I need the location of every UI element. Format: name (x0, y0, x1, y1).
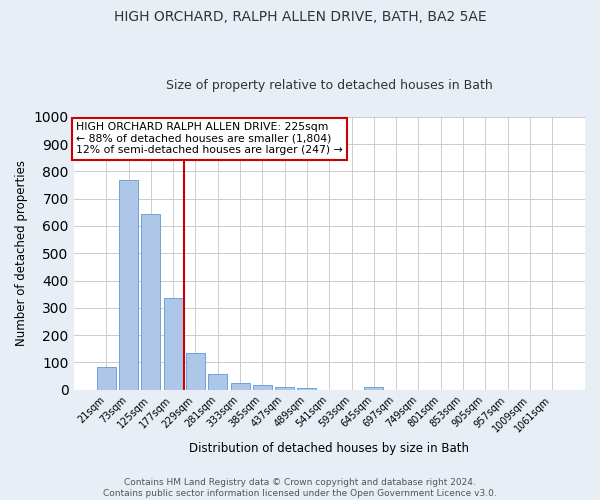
Bar (97, 367, 116, 390)
Bar (208, 374, 227, 390)
Y-axis label: Number of detached properties: Number of detached properties (15, 160, 28, 346)
Text: Contains HM Land Registry data © Crown copyright and database right 2024.
Contai: Contains HM Land Registry data © Crown c… (103, 478, 497, 498)
Bar (230, 383, 250, 390)
Bar (164, 298, 182, 390)
Text: HIGH ORCHARD, RALPH ALLEN DRIVE, BATH, BA2 5AE: HIGH ORCHARD, RALPH ALLEN DRIVE, BATH, B… (113, 10, 487, 24)
Bar (253, 385, 272, 390)
X-axis label: Distribution of detached houses by size in Bath: Distribution of detached houses by size … (189, 442, 469, 455)
Bar (119, 180, 138, 390)
Bar (298, 388, 316, 390)
Text: HIGH ORCHARD RALPH ALLEN DRIVE: 225sqm
← 88% of detached houses are smaller (1,8: HIGH ORCHARD RALPH ALLEN DRIVE: 225sqm ←… (76, 122, 343, 156)
Bar (186, 353, 205, 390)
Title: Size of property relative to detached houses in Bath: Size of property relative to detached ho… (166, 79, 493, 92)
Bar (275, 386, 294, 390)
Bar (364, 388, 383, 390)
Bar (142, 214, 160, 390)
